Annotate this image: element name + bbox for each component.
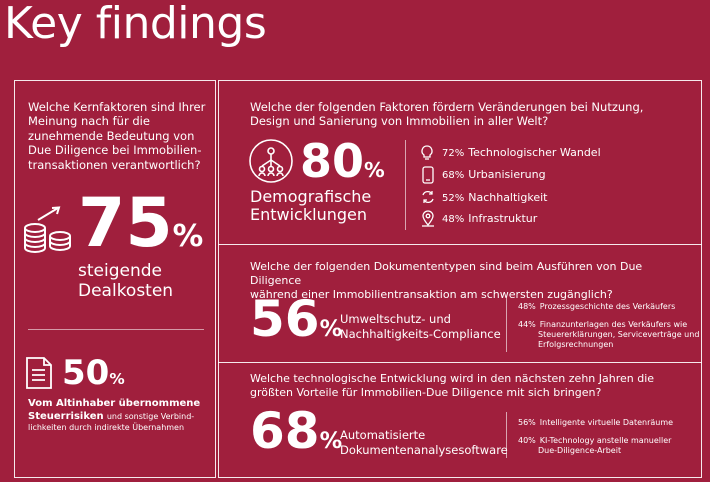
item-pct: 56%	[518, 418, 536, 427]
factor-label: Technologischer Wandel	[468, 146, 601, 159]
bottom-right-question-line1: Welche technologische Entwicklung wird i…	[250, 372, 655, 385]
item-text: Due-Diligence-Arbeit	[538, 446, 622, 455]
factor-row-4: 48% Infrastruktur	[442, 212, 537, 225]
left-panel	[14, 80, 216, 478]
right-divider-2	[218, 362, 702, 363]
item-text: Steuererklärungen, Serviceverträge und	[538, 330, 700, 339]
item-text: KI-Technology anstelle manueller	[539, 436, 672, 445]
bottom-right-main-number: 68	[250, 402, 320, 460]
right-divider-1	[218, 244, 702, 245]
factor-row-3: 52% Nachhaltigkeit	[442, 191, 547, 204]
mid-right-main-label-line1: Umweltschutz- und	[340, 312, 451, 326]
top-right-vertical-separator	[405, 140, 406, 230]
top-right-main-value: 80%	[300, 138, 385, 184]
right-panel	[218, 80, 702, 478]
top-right-question-line2: Design und Sanierung von Immobilien in a…	[250, 114, 549, 129]
factor-pct: 72%	[442, 148, 465, 159]
coin-stack-growth-icon	[24, 206, 71, 253]
left-stat2-label-rest-line2: lichkeiten durch indirekte Übernahmen	[28, 423, 185, 432]
factor-row-1: 72% Technologischer Wandel	[442, 146, 601, 159]
people-network-icon	[249, 139, 293, 183]
bottom-right-item-2: 40% KI-Technology anstelle manueller Due-…	[518, 436, 671, 456]
mid-right-item-2: 44% Finanzunterlagen des Verkäufers wie S…	[518, 320, 699, 350]
item-pct: 48%	[518, 302, 536, 311]
left-stat1-label-line2: Dealkosten	[78, 280, 174, 301]
left-stat2-label-bold-line2: Steuerrisiken	[28, 410, 104, 422]
mid-right-main-number: 56	[250, 290, 320, 348]
top-right-main-number: 80	[300, 134, 365, 188]
factor-label: Urbanisierung	[468, 168, 546, 181]
item-pct: 44%	[518, 320, 536, 329]
top-right-main-label: Demografische Entwicklungen	[250, 187, 372, 225]
mid-right-question-line2: während einer Immobilientransaktion am s…	[250, 287, 613, 301]
bottom-right-question: Welche technologische Entwicklung wird i…	[250, 372, 695, 400]
item-text: Finanzunterlagen des Verkäufers wie	[539, 320, 688, 329]
mid-right-main-label: Umweltschutz- und Nachhaltigkeits-Compli…	[340, 312, 501, 342]
bottom-right-main-label-line2: Dokumentenanalysesoftware	[340, 442, 508, 457]
item-text: Prozessgeschichte des Verkäufers	[539, 302, 676, 311]
bottom-right-main-label: Automatisierte Dokumentenanalysesoftware	[340, 428, 508, 458]
mid-right-main-unit: %	[319, 316, 343, 342]
mid-right-item-1: 48% Prozessgeschichte des Verkäufers	[518, 302, 675, 312]
top-right-main-label-line2: Entwicklungen	[250, 205, 367, 225]
factor-label: Nachhaltigkeit	[468, 191, 548, 204]
factor-pct: 52%	[442, 193, 465, 204]
bottom-right-item-1: 56% Intelligente virtuelle Datenräume	[518, 418, 673, 428]
item-text: Intelligente virtuelle Datenräume	[539, 418, 674, 427]
location-pin-icon	[422, 210, 434, 227]
left-stat2-label-rest-line1: und sonstige Verbind-	[106, 411, 195, 421]
phone-icon	[422, 166, 434, 184]
bottom-right-main-unit: %	[319, 428, 343, 454]
top-right-main-unit: %	[364, 158, 385, 182]
item-text: Erfolgsrechnungen	[538, 340, 614, 349]
top-right-question-line1: Welche der folgenden Faktoren fördern Ve…	[250, 100, 644, 114]
top-right-main-label-line1: Demografische	[250, 187, 372, 206]
bottom-right-main-label-line1: Automatisierte	[340, 428, 426, 442]
left-stat2-unit: %	[109, 370, 125, 388]
factor-pct: 48%	[442, 214, 465, 225]
lightbulb-icon	[421, 145, 433, 160]
bottom-right-vertical-separator	[506, 412, 507, 458]
left-stat2-label: Vom Altinhaber übernommene Steuerrisiken…	[28, 398, 212, 433]
top-right-question: Welche der folgenden Faktoren fördern Ve…	[250, 100, 690, 129]
left-separator	[28, 329, 204, 330]
left-stat2-value: 50%	[62, 356, 125, 390]
mid-right-question: Welche der folgenden Dokumententypen sin…	[250, 260, 695, 301]
left-stat1-label: steigende Dealkosten	[78, 261, 174, 301]
factor-row-2: 68% Urbanisierung	[442, 168, 546, 181]
mid-right-main-label-line2: Nachhaltigkeits-Compliance	[340, 326, 501, 341]
left-stat2-number: 50	[62, 353, 110, 393]
recycle-icon	[422, 190, 434, 204]
page-title: Key findings	[4, 0, 267, 49]
factor-pct: 68%	[442, 170, 465, 181]
left-stat2-label-bold-line1: Vom Altinhaber übernommene	[28, 398, 201, 409]
item-pct: 40%	[518, 436, 536, 445]
left-question: Welche Kernfaktoren sind Ihrer Meinung n…	[28, 100, 206, 172]
left-stat1-value: 75%	[78, 190, 203, 258]
factor-label: Infrastruktur	[468, 212, 538, 225]
left-stat1-label-line1: steigende	[78, 261, 162, 281]
bottom-right-main-value: 68%	[250, 406, 342, 456]
document-icon	[26, 357, 52, 389]
left-stat1-unit: %	[172, 219, 204, 254]
bottom-right-question-line2: größten Vorteile für Immobilien-Due Dili…	[250, 385, 602, 399]
mid-right-vertical-separator	[506, 298, 507, 352]
mid-right-main-value: 56%	[250, 294, 342, 344]
left-stat1-number: 75	[78, 184, 173, 263]
mid-right-question-line1: Welche der folgenden Dokumententypen sin…	[250, 260, 643, 287]
